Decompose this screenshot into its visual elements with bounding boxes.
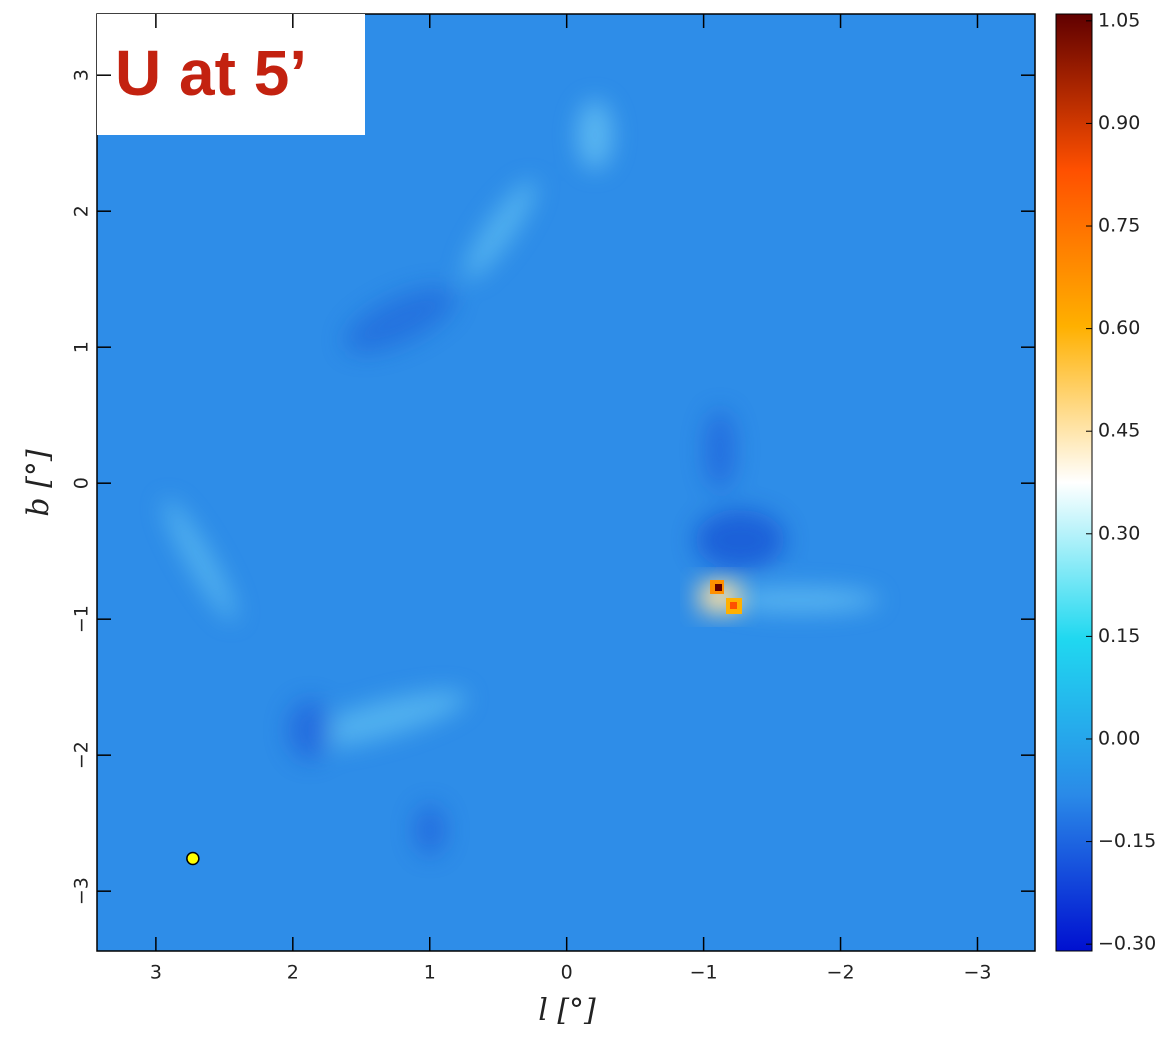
x-tick-label: −2	[827, 962, 855, 984]
annotation: U at 5’	[115, 37, 307, 109]
x-tick-label: 0	[561, 962, 573, 984]
colorbar-tick-label: 1.05	[1098, 9, 1140, 31]
x-tick-label: 2	[287, 962, 299, 984]
colorbar-tick-label: 0.75	[1098, 215, 1140, 237]
x-tick-label: −3	[963, 962, 991, 984]
y-tick-label: 0	[71, 477, 93, 489]
y-tick-label: 2	[71, 205, 93, 217]
colorbar	[1055, 13, 1093, 952]
x-tick-label: −1	[690, 962, 718, 984]
colorbar-tick-label: 0.45	[1098, 420, 1140, 442]
y-tick-label: −3	[71, 877, 93, 905]
colorbar-tick-label: 0.60	[1098, 317, 1140, 339]
hotspot	[700, 580, 742, 614]
colorbar-tick-label: 0.00	[1098, 727, 1140, 749]
map-field	[97, 14, 1035, 951]
y-tick-label: −1	[71, 605, 93, 633]
map-texture	[163, 100, 880, 855]
colorbar-tick-label: −0.15	[1098, 830, 1156, 852]
y-tick-label: 3	[71, 69, 93, 81]
marker-point	[186, 851, 200, 866]
colorbar-tick-label: 0.30	[1098, 522, 1140, 544]
colorbar-tick-label: 0.90	[1098, 112, 1140, 134]
x-axis-label: l [°]	[538, 993, 596, 1028]
colorbar-tick-label: 0.15	[1098, 625, 1140, 647]
x-tick-label: 3	[150, 962, 162, 984]
colorbar-tick-label: −0.30	[1098, 933, 1156, 955]
y-tick-label: 1	[71, 341, 93, 353]
x-tick-label: 1	[424, 962, 436, 984]
annotation-box	[97, 14, 365, 135]
y-axis-label: b [°]	[21, 449, 56, 516]
y-tick-label: −2	[71, 741, 93, 769]
